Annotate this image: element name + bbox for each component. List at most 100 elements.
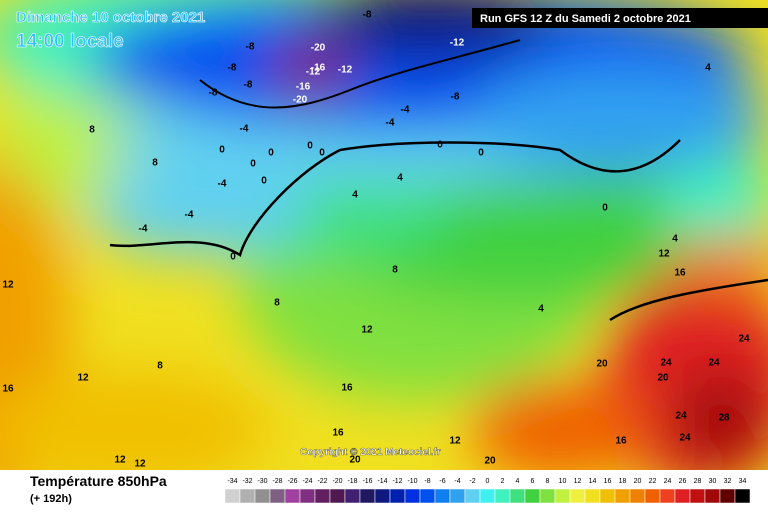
scale-swatch: [254, 488, 271, 504]
scale-label: -10: [407, 478, 417, 485]
contour-label: 0: [307, 141, 313, 152]
contour-label: 20: [349, 455, 361, 466]
scale-swatch: [584, 488, 601, 504]
scale-swatch: [284, 488, 301, 504]
date-title: Dimanche 10 octobre 2021: [16, 9, 205, 26]
scale-label: -24: [302, 478, 312, 485]
time-title: 14:00 locale: [16, 31, 124, 52]
contour-label: 12: [361, 325, 373, 336]
contour-label: -12: [306, 67, 321, 78]
scale-label: 34: [739, 478, 747, 485]
scale-swatch: [599, 488, 616, 504]
scale-label: -28: [272, 478, 282, 485]
contour-label: 8: [152, 158, 158, 169]
contour-label: -16: [296, 82, 311, 93]
contour-label: 12: [449, 436, 461, 447]
scale-label: 24: [664, 478, 672, 485]
scale-swatch: [314, 488, 331, 504]
scale-swatch: [389, 488, 406, 504]
scale-label: 14: [589, 478, 597, 485]
scale-label: 18: [619, 478, 627, 485]
scale-swatch: [509, 488, 526, 504]
contour-label: 20: [484, 456, 496, 467]
contour-label: -12: [338, 65, 353, 76]
contour-label: 4: [397, 173, 403, 184]
scale-swatch: [434, 488, 451, 504]
scale-label: -22: [317, 478, 327, 485]
copyright: Copyright © 2021 Meteociel.fr: [300, 447, 441, 458]
contour-label: 16: [615, 436, 627, 447]
contour-label: -8: [246, 42, 255, 53]
scale-swatch: [344, 488, 361, 504]
legend-range: (+ 192h): [30, 493, 72, 505]
scale-label: -18: [347, 478, 357, 485]
contour-label: -4: [185, 210, 194, 221]
contour-label: 4: [538, 304, 544, 315]
contour-label: 0: [319, 148, 325, 159]
scale-label: -14: [377, 478, 387, 485]
contour-label: 0: [261, 176, 267, 187]
scale-swatch: [569, 488, 586, 504]
scale-swatch: [419, 488, 436, 504]
contour-label: -8: [363, 10, 372, 21]
scale-label: 4: [516, 478, 520, 485]
scale-swatch: [299, 488, 316, 504]
legend-title: Température 850hPa: [30, 473, 167, 489]
contour-label: 0: [478, 148, 484, 159]
contour-label: 28: [718, 413, 730, 424]
scale-swatch: [659, 488, 676, 504]
scale-swatch: [239, 488, 256, 504]
scale-swatch: [479, 488, 496, 504]
zero-isotherm: [109, 139, 681, 257]
contour-label: 12: [658, 249, 670, 260]
contour-label: 16: [341, 383, 353, 394]
contour-label: -16: [311, 63, 326, 74]
contour-label: 0: [437, 140, 443, 151]
scale-label: -12: [392, 478, 402, 485]
run-info: Run GFS 12 Z du Samedi 2 octobre 2021: [480, 13, 691, 25]
scale-swatch: [524, 488, 541, 504]
scale-label: -2: [469, 478, 475, 485]
contour-label: 24: [679, 433, 691, 444]
run-box: [472, 8, 768, 28]
scale-swatch: [629, 488, 646, 504]
scale-label: -32: [242, 478, 252, 485]
contour-label: -4: [218, 179, 227, 190]
contour-label: 0: [219, 145, 225, 156]
scale-swatch: [329, 488, 346, 504]
contour-label: -8: [209, 88, 218, 99]
scale-swatch: [644, 488, 661, 504]
isotherm: [199, 39, 521, 109]
scale-label: -8: [424, 478, 430, 485]
contour-label: -4: [139, 224, 148, 235]
contour-label: 0: [250, 159, 256, 170]
contour-label: 12: [114, 455, 126, 466]
scale-label: 30: [709, 478, 717, 485]
color-scale: -34 -32 -30 -28 -26 -24 -22 -20 -18 -16 -14 -12 -10-…: [224, 478, 751, 504]
contour-label: 16: [2, 384, 14, 395]
contour-label: -20: [311, 43, 326, 54]
contour-label: 12: [134, 459, 146, 470]
contour-label: 12: [2, 280, 14, 291]
scale-swatch: [464, 488, 481, 504]
contour-label: 20: [596, 359, 608, 370]
contour-label: 0: [230, 252, 236, 263]
scale-swatch: [494, 488, 511, 504]
scale-label: 26: [679, 478, 687, 485]
contour-label: 24: [708, 358, 720, 369]
contour-label: 8: [89, 125, 95, 136]
contour-label: 16: [332, 428, 344, 439]
contour-label: -4: [240, 124, 249, 135]
contour-label: 24: [738, 334, 750, 345]
scale-swatch: [269, 488, 286, 504]
scale-label: -30: [257, 478, 267, 485]
isotherm: [609, 278, 768, 322]
scale-swatch: [689, 488, 706, 504]
scale-label: 16: [604, 478, 612, 485]
scale-swatch: [404, 488, 421, 504]
scale-swatch: [449, 488, 466, 504]
scale-label: 0: [486, 478, 490, 485]
scale-swatch: [719, 488, 736, 504]
